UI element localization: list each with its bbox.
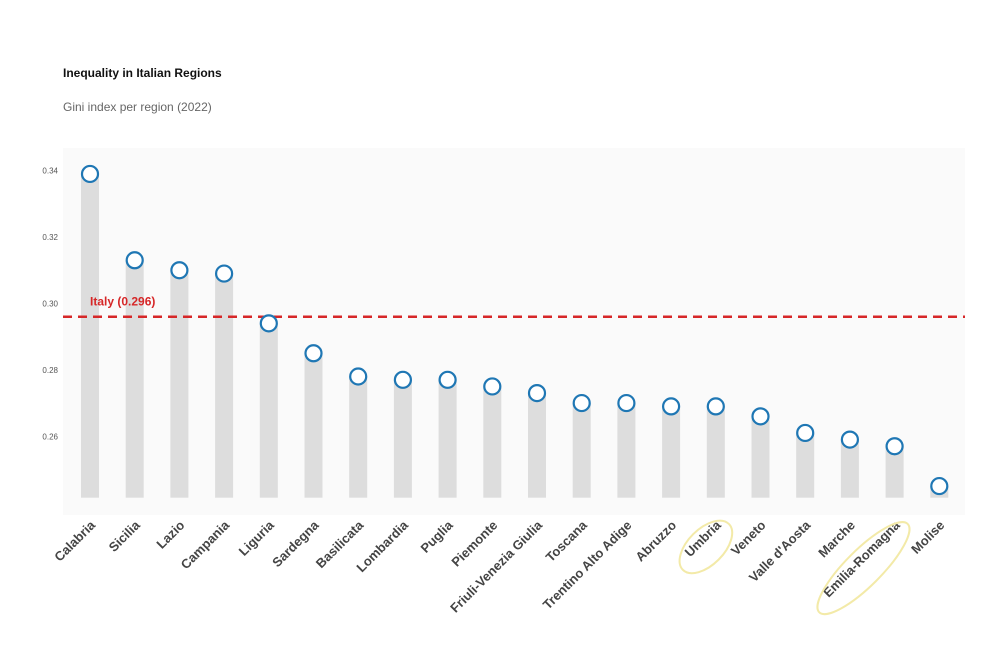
y-tick-label: 0.26 — [42, 432, 58, 441]
marker-basilicata — [349, 367, 368, 386]
y-tick-label: 0.32 — [42, 233, 58, 242]
marker-calabria — [80, 164, 100, 184]
marker-marche — [840, 430, 860, 449]
x-label-emilia-romagna: Emilia-Romagna — [820, 517, 903, 600]
stem-umbria — [706, 406, 725, 498]
stem-marche — [840, 439, 859, 498]
chart-title: Inequality in Italian Regions — [63, 66, 222, 80]
stem-liguria — [259, 323, 278, 498]
stem-puglia — [438, 379, 457, 498]
marker-sicilia — [125, 251, 144, 270]
x-label-abruzzo: Abruzzo — [632, 517, 679, 564]
marker-emilia-romagna — [885, 437, 904, 456]
y-tick-label: 0.30 — [42, 299, 58, 308]
stem-emilia-romagna — [885, 446, 904, 498]
x-label-molise: Molise — [908, 518, 947, 557]
marker-campania — [215, 264, 234, 283]
marker-molise — [930, 476, 949, 496]
plot-background — [63, 148, 965, 515]
marker-trentino-alto-adige — [617, 393, 636, 413]
stem-friuli-venezia-giulia — [528, 393, 546, 498]
x-label-campania: Campania — [178, 517, 233, 572]
italy-reference-label: Italy (0.296) — [90, 295, 155, 309]
marker-veneto — [751, 407, 770, 426]
chart-subtitle: Gini index per region (2022) — [63, 100, 212, 114]
marker-liguria — [259, 314, 278, 333]
x-label-liguria: Liguria — [236, 517, 278, 559]
stem-campania — [215, 273, 234, 498]
stem-sicilia — [125, 260, 144, 498]
marker-valle-d-aosta — [796, 423, 815, 443]
stem-toscana — [572, 403, 591, 498]
stem-valle-d-aosta — [796, 432, 815, 498]
highlight-umbria — [678, 519, 734, 575]
x-label-calabria: Calabria — [51, 517, 98, 564]
marker-toscana — [572, 393, 591, 413]
markers-group — [80, 164, 949, 496]
marker-puglia — [438, 370, 457, 389]
reference-group: Italy (0.296) — [63, 295, 965, 318]
highlights-group — [678, 519, 911, 616]
y-tick-label: 0.34 — [42, 167, 58, 176]
marker-lazio — [170, 261, 189, 280]
stem-trentino-alto-adige — [617, 403, 636, 498]
marker-umbria — [706, 397, 725, 416]
stem-lombardia — [393, 379, 412, 498]
stems-group — [81, 173, 949, 498]
stem-basilicata — [349, 376, 368, 498]
highlight-emilia-romagna — [816, 521, 911, 616]
y-ticks-group: 0.26 0.28 0.30 0.32 0.34 — [42, 167, 58, 442]
x-label-sicilia: Sicilia — [106, 517, 144, 555]
marker-sardegna — [304, 344, 323, 363]
marker-piemonte — [483, 377, 502, 396]
marker-friuli-venezia-giulia — [527, 384, 547, 403]
stem-sardegna — [304, 353, 323, 498]
marker-lombardia — [393, 370, 412, 389]
marker-abruzzo — [661, 397, 681, 416]
stem-veneto — [751, 416, 770, 498]
stem-lazio — [170, 270, 189, 498]
x-label-puglia: Puglia — [418, 517, 457, 556]
x-label-veneto: Veneto — [728, 517, 769, 558]
stem-abruzzo — [662, 406, 681, 498]
stem-piemonte — [483, 386, 502, 498]
stem-calabria — [81, 173, 99, 498]
y-tick-label: 0.28 — [42, 366, 58, 375]
x-label-trentino-alto-adige: Trentino Alto Adige — [540, 518, 635, 613]
x-label-lazio: Lazio — [153, 517, 187, 551]
